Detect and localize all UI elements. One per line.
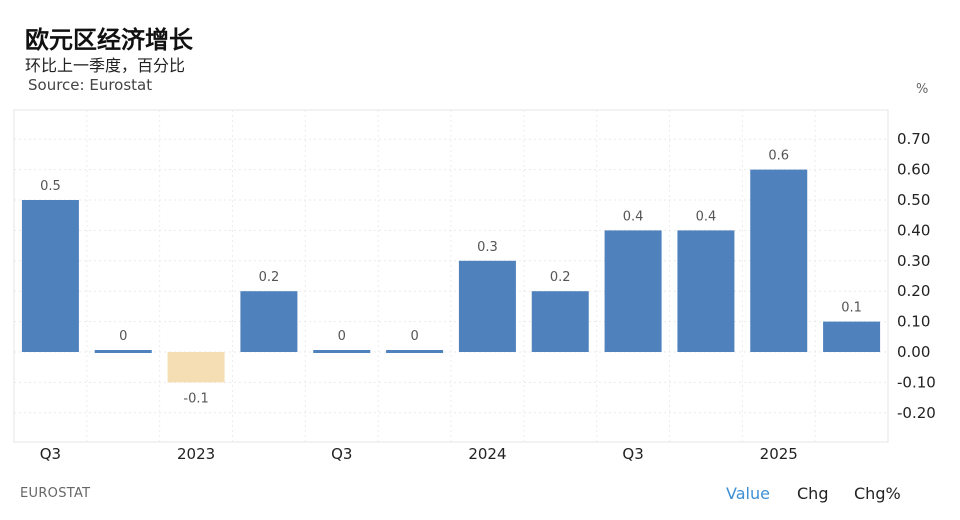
y-axis-unit: % — [916, 82, 928, 97]
y-axis-ticks: 0.70 0.60 0.50 0.40 0.30 0.20 0.10 0.00 -0.10 -0.… — [897, 130, 936, 422]
bar — [750, 169, 808, 352]
chart-subtitle: 环比上一季度，百分比 — [25, 56, 186, 75]
bar — [313, 350, 371, 353]
y-tick-label: 0.30 — [897, 252, 930, 270]
x-tick-label: Q3 — [40, 445, 61, 463]
y-tick-label: 0.50 — [897, 191, 930, 209]
bar — [823, 321, 881, 352]
bar — [386, 350, 444, 353]
data-label: -0.1 — [183, 391, 208, 406]
bar — [531, 291, 589, 352]
y-tick-label: 0.20 — [897, 282, 930, 300]
bar — [604, 230, 662, 352]
chart-data-labels: 0.5 0 -0.1 0.2 0 0 0.3 0.2 0.4 0.4 0.6 0.1 — [40, 149, 862, 407]
data-label: 0 — [119, 329, 127, 344]
chart-grid — [13, 109, 889, 443]
tab-chg[interactable]: Chg — [797, 484, 829, 503]
data-label: 0.1 — [841, 301, 862, 316]
bar — [167, 352, 225, 383]
bar — [21, 200, 79, 352]
data-label: 0.4 — [696, 209, 717, 224]
data-label: 0 — [410, 329, 418, 344]
y-tick-label: 0.40 — [897, 221, 930, 239]
y-tick-label: 0.00 — [897, 343, 930, 361]
y-tick-label: 0.70 — [897, 130, 930, 148]
data-label: 0.3 — [477, 240, 498, 255]
bar — [94, 350, 152, 353]
chart-source: Source: Eurostat — [28, 76, 153, 94]
x-tick-label: 2023 — [177, 445, 215, 463]
bar — [240, 291, 298, 352]
y-tick-label: 0.10 — [897, 313, 930, 331]
chart-bars — [21, 169, 881, 383]
x-axis-ticks: Q3 2023 Q3 2024 Q3 2025 — [40, 445, 798, 463]
data-label: 0.5 — [40, 179, 61, 194]
y-tick-label: -0.10 — [897, 373, 936, 391]
tab-chg-percent[interactable]: Chg% — [854, 484, 901, 503]
data-label: 0.4 — [623, 209, 644, 224]
y-tick-label: 0.60 — [897, 161, 930, 179]
x-tick-label: Q3 — [331, 445, 352, 463]
x-tick-label: 2025 — [760, 445, 798, 463]
bar — [458, 260, 516, 352]
tab-value[interactable]: Value — [726, 484, 770, 503]
chart-title: 欧元区经济增长 — [25, 26, 193, 54]
footer-brand: EUROSTAT — [20, 486, 91, 501]
data-label: 0.2 — [259, 270, 280, 285]
data-label: 0.2 — [550, 270, 571, 285]
x-tick-label: 2024 — [468, 445, 506, 463]
y-tick-label: -0.20 — [897, 404, 936, 422]
x-tick-label: Q3 — [622, 445, 643, 463]
bar — [677, 230, 735, 352]
data-label: 0.6 — [768, 149, 789, 164]
data-label: 0 — [338, 329, 346, 344]
